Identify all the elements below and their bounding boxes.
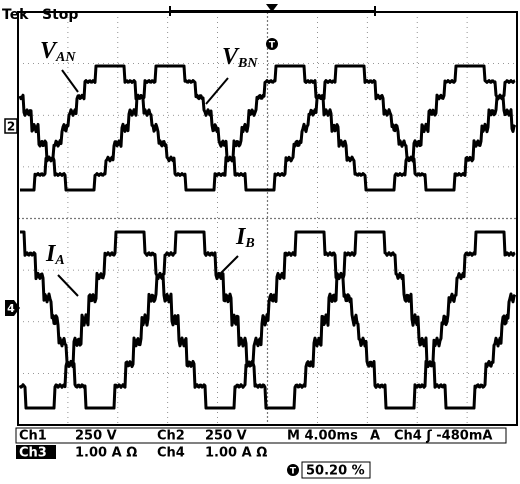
- scale: 1.00 A Ω: [205, 446, 267, 461]
- marker: T: [290, 467, 297, 477]
- waveform-label: IA: [45, 241, 65, 269]
- scale: 250 V: [205, 429, 247, 444]
- label-arrow: [61, 69, 79, 93]
- scale: 1.00 A Ω: [75, 446, 137, 461]
- marker-icon: [287, 464, 299, 476]
- status: Stop: [42, 7, 78, 23]
- channel: Ch3: [19, 446, 47, 461]
- waveform: [19, 64, 517, 192]
- label-arrow: [57, 274, 79, 297]
- timebase: M 4.00ms: [287, 429, 358, 444]
- ch-marker-box: [4, 118, 18, 134]
- waveform-label: VAN: [40, 38, 76, 66]
- waveform: [19, 230, 517, 410]
- waveform-label: IB: [235, 224, 255, 252]
- waveform: [18, 64, 516, 192]
- scale: 250 V: [75, 429, 117, 444]
- trigger-icon: [266, 38, 278, 50]
- waveforms: [18, 64, 517, 410]
- position-box: [301, 461, 371, 479]
- trigger-label: A: [370, 429, 380, 444]
- position: 50.20 %: [306, 464, 365, 479]
- trigger-marker: T: [269, 41, 276, 51]
- brand: Tek: [2, 7, 29, 23]
- ch-marker: 4: [7, 302, 15, 315]
- waveform-label: VBN: [222, 44, 258, 72]
- ch-marker: 2: [7, 120, 15, 134]
- trigger-setting: Ch4 ʃ -480mA: [394, 429, 492, 444]
- readout-frame: [15, 427, 507, 444]
- channel: Ch1: [19, 429, 47, 444]
- channel: Ch2: [157, 429, 185, 444]
- trigger-pos: [266, 4, 278, 12]
- channel: Ch4: [157, 446, 185, 461]
- ch3-highlight: [16, 445, 56, 459]
- ch-marker-box: [5, 300, 20, 316]
- label-arrow: [205, 77, 229, 105]
- label-arrow: [217, 255, 239, 277]
